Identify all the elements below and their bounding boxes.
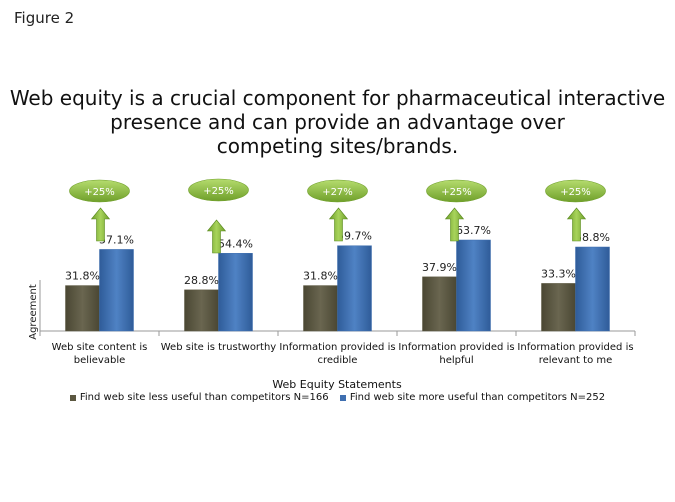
y-axis-label: Agreement bbox=[28, 284, 39, 340]
figure-label: Figure 2 bbox=[14, 9, 75, 27]
increase-badge-label: +25% bbox=[203, 186, 234, 197]
increase-badge bbox=[69, 179, 130, 203]
increase-badge-label: +25% bbox=[441, 187, 472, 198]
x-tick-label: Web site content is bbox=[52, 342, 148, 353]
chart-title-line-1: Web equity is a crucial component for ph… bbox=[9, 86, 666, 110]
increase-arrow-icon bbox=[444, 207, 465, 242]
chart-title-line-3: competing sites/brands. bbox=[216, 134, 459, 158]
legend-swatch-more-useful bbox=[339, 394, 346, 401]
legend: Find web site less useful than competito… bbox=[0, 392, 675, 404]
x-tick-label: credible bbox=[318, 355, 358, 366]
bar-less-useful bbox=[303, 285, 338, 332]
x-axis-label: Web Equity Statements bbox=[272, 378, 402, 391]
bar-more-useful bbox=[456, 239, 491, 332]
x-tick-label: Information provided is bbox=[517, 342, 633, 353]
x-tick-label: Information provided is bbox=[279, 342, 395, 353]
increase-badge-label: +25% bbox=[560, 187, 591, 198]
data-label: 31.8% bbox=[65, 270, 100, 283]
bar-more-useful bbox=[575, 246, 610, 332]
data-label: 58.8% bbox=[575, 231, 610, 244]
chart-title: Web equity is a crucial component for ph… bbox=[0, 86, 675, 158]
legend-label-more-useful: Find web site more useful than competito… bbox=[349, 392, 606, 403]
legend-item-more-useful: Find web site more useful than competito… bbox=[339, 392, 606, 403]
bar-more-useful bbox=[99, 249, 134, 332]
bar-less-useful bbox=[422, 276, 457, 332]
increase-arrow-icon bbox=[90, 207, 111, 242]
increase-badge-label: +27% bbox=[322, 187, 353, 198]
increase-badge bbox=[188, 178, 249, 202]
data-label: 59.7% bbox=[337, 230, 372, 243]
bar-more-useful bbox=[337, 245, 372, 332]
bar-less-useful bbox=[65, 285, 100, 332]
increase-arrow-icon bbox=[206, 219, 227, 254]
legend-item-less-useful: Find web site less useful than competito… bbox=[69, 392, 329, 403]
data-label: 28.8% bbox=[184, 274, 219, 287]
x-tick-label: relevant to me bbox=[539, 355, 613, 366]
data-label: 63.7% bbox=[456, 224, 491, 237]
x-tick-label: helpful bbox=[439, 355, 473, 366]
x-tick-label: Web site is trustworthy bbox=[161, 342, 277, 353]
increase-badge bbox=[307, 179, 368, 203]
increase-badge-label: +25% bbox=[84, 187, 115, 198]
data-label: 57.1% bbox=[99, 233, 134, 246]
bar-less-useful bbox=[541, 283, 576, 332]
x-tick-label: Information provided is bbox=[398, 342, 514, 353]
increase-arrow-icon bbox=[566, 207, 587, 242]
data-label: 54.4% bbox=[218, 237, 253, 250]
bar-less-useful bbox=[184, 289, 219, 332]
data-label: 31.8% bbox=[303, 270, 338, 283]
chart-title-line-2: presence and can provide an advantage ov… bbox=[110, 110, 565, 134]
data-label: 37.9% bbox=[422, 261, 457, 274]
increase-badge bbox=[426, 179, 487, 203]
bar-more-useful bbox=[218, 253, 253, 332]
x-tick-label: believable bbox=[74, 355, 126, 366]
data-label: 33.3% bbox=[541, 267, 576, 280]
increase-arrow-icon bbox=[328, 207, 349, 242]
increase-badge bbox=[545, 179, 606, 203]
legend-label-less-useful: Find web site less useful than competito… bbox=[79, 392, 329, 403]
legend-swatch-less-useful bbox=[69, 394, 76, 401]
